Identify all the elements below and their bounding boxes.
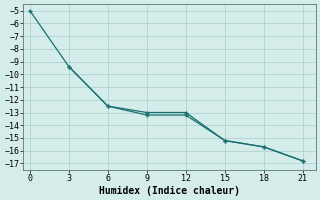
X-axis label: Humidex (Indice chaleur): Humidex (Indice chaleur) xyxy=(99,186,240,196)
